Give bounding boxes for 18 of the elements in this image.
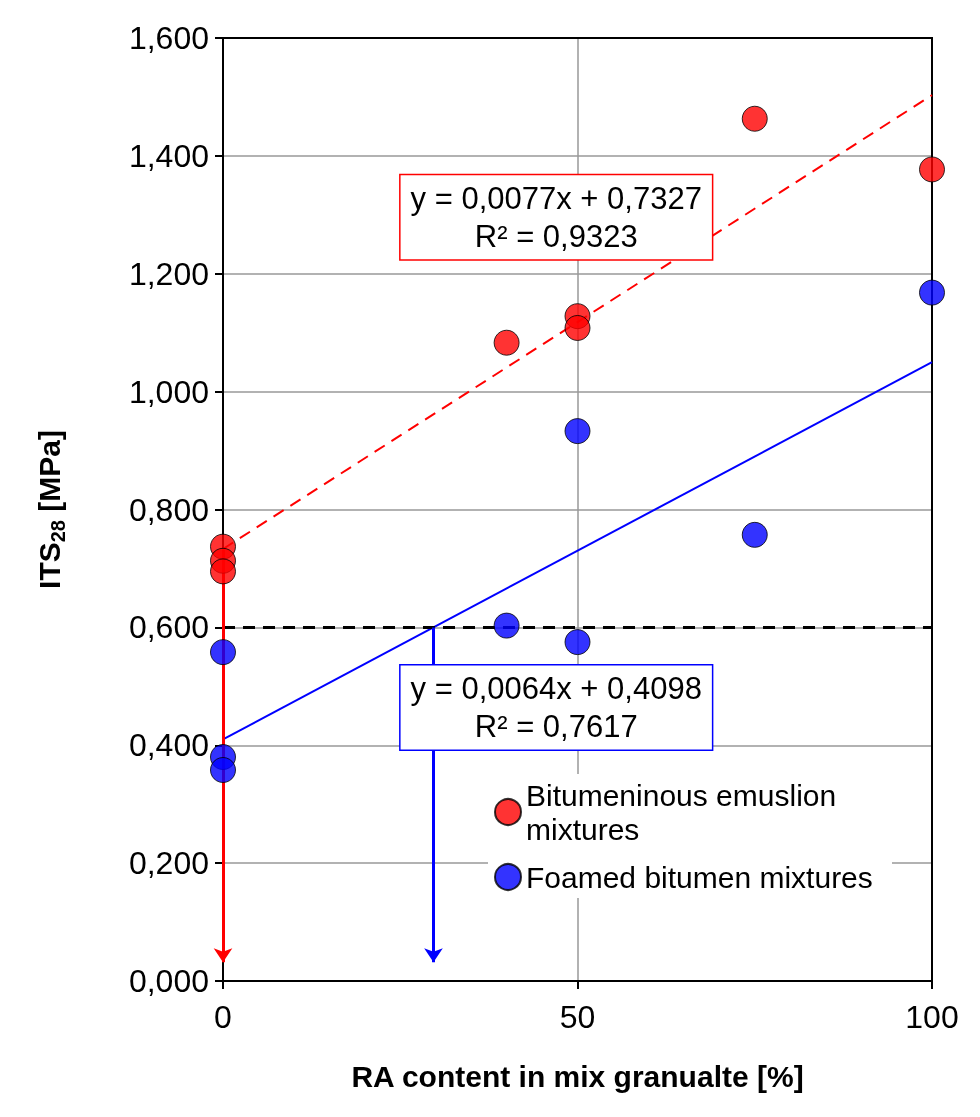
y-tick-label: 0,000: [128, 963, 209, 999]
y-tick-label: 1,000: [128, 373, 209, 410]
y-tick-label: 0,400: [128, 727, 209, 764]
y-tick-label: 0,600: [128, 609, 209, 646]
legend-label: Bitumeninous emuslion mixtures: [526, 778, 845, 846]
y-tick-label: 1,400: [128, 137, 209, 174]
y-tick-label: 1,200: [128, 255, 209, 292]
y-tick-label: 0,200: [128, 845, 209, 882]
annotation: y = 0,0077x + 0,7327 R² = 0,9323: [410, 180, 702, 254]
y-axis-title: ITS28 [MPa]: [32, 430, 69, 589]
y-tick-label: 1,600: [128, 20, 209, 56]
x-tick-label: 50: [559, 999, 596, 1035]
x-tick-label: 100: [905, 999, 959, 1035]
x-axis-title: RA content in mix granualte [%]: [351, 1059, 804, 1093]
y-tick-label: 0,800: [128, 491, 209, 528]
x-tick-label: 0: [214, 999, 232, 1035]
legend-label: Foamed bitumen mixtures: [526, 860, 873, 894]
annotation: y = 0,0064x + 0,4098 R² = 0,7617: [410, 671, 702, 745]
